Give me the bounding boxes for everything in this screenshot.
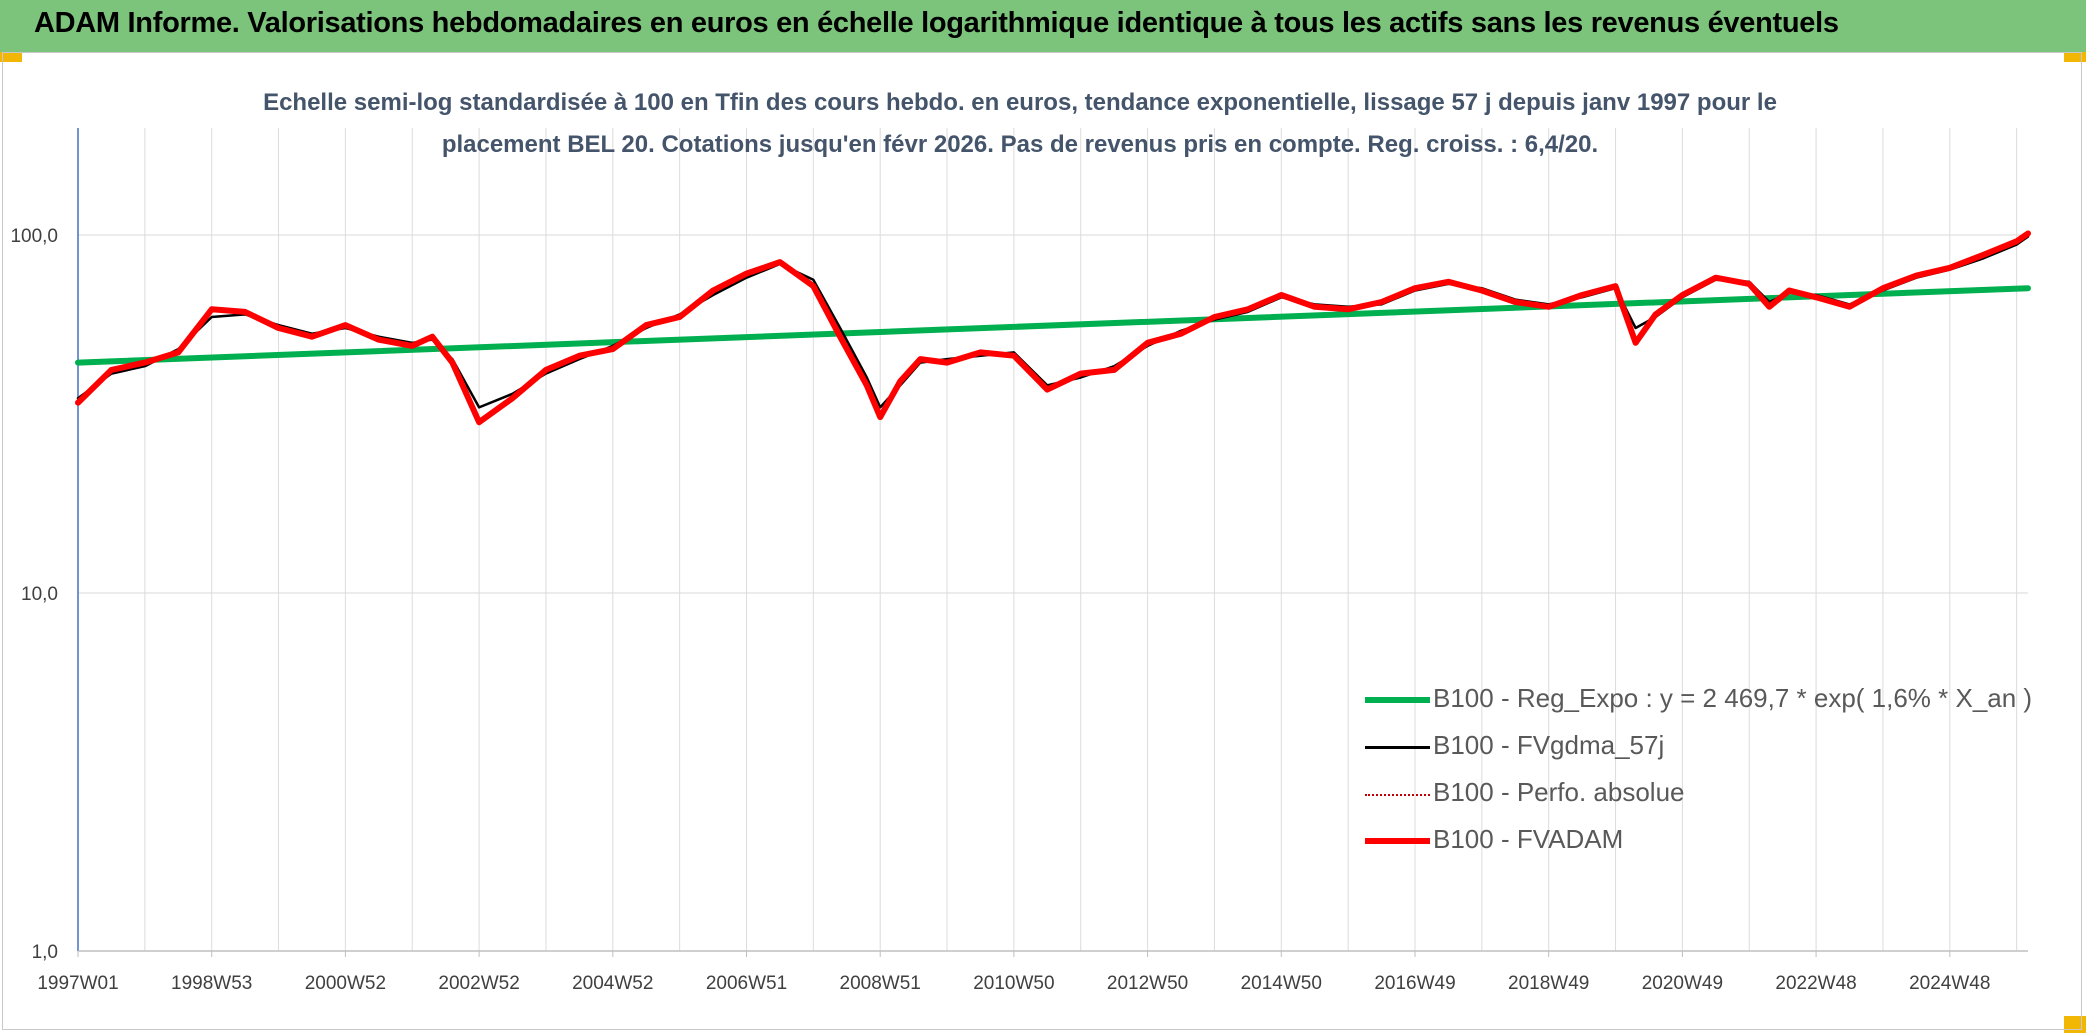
chart-title-line-2: placement BEL 20. Cotations jusqu'en fév… bbox=[441, 131, 1599, 158]
chart-frame bbox=[2, 52, 2082, 1030]
legend-label-gdma: B100 - FVgdma_57j bbox=[1433, 730, 1665, 760]
x-tick-label-1: 1998W53 bbox=[171, 973, 252, 994]
x-tick-label-13: 2022W48 bbox=[1775, 973, 1856, 994]
corner-accent-right bbox=[2064, 52, 2086, 62]
corner-accent-bottom-right bbox=[2064, 1016, 2086, 1033]
x-tick-label-14: 2024W48 bbox=[1909, 973, 1990, 994]
x-tick-label-11: 2018W49 bbox=[1508, 973, 1589, 994]
legend-swatch-fvadam bbox=[1365, 838, 1430, 844]
y-tick-label-1: 10,0 bbox=[21, 584, 58, 605]
header-bar: ADAM Informe. Valorisations hebdomadaire… bbox=[0, 0, 2086, 52]
x-tick-label-5: 2006W51 bbox=[706, 973, 787, 994]
legend-swatch-gdma bbox=[1365, 746, 1430, 749]
legend-swatch-perfo bbox=[1365, 794, 1430, 796]
corner-accent-left bbox=[0, 52, 22, 62]
chart-title-line-1: Echelle semi-log standardisée à 100 en T… bbox=[263, 89, 1777, 116]
legend-label-perfo: B100 - Perfo. absolue bbox=[1433, 777, 1685, 807]
x-tick-label-8: 2012W50 bbox=[1107, 973, 1188, 994]
x-tick-label-6: 2008W51 bbox=[840, 973, 921, 994]
x-tick-label-7: 2010W50 bbox=[973, 973, 1054, 994]
x-tick-label-0: 1997W01 bbox=[37, 973, 118, 994]
legend-label-regression: B100 - Reg_Expo : y = 2 469,7 * exp( 1,6… bbox=[1433, 683, 2033, 713]
x-tick-label-2: 2000W52 bbox=[305, 973, 386, 994]
x-tick-label-4: 2004W52 bbox=[572, 973, 653, 994]
legend-swatch-regression bbox=[1365, 697, 1430, 703]
series-line-regression bbox=[75, 285, 2031, 366]
legend-label-fvadam: B100 - FVADAM bbox=[1433, 824, 1624, 854]
series-line-fvadam bbox=[75, 230, 2031, 426]
x-tick-label-3: 2002W52 bbox=[438, 973, 519, 994]
page-title: ADAM Informe. Valorisations hebdomadaire… bbox=[34, 7, 1839, 39]
series-line-gdma bbox=[76, 235, 2030, 409]
x-tick-label-9: 2014W50 bbox=[1241, 973, 1322, 994]
y-tick-label-0: 1,0 bbox=[32, 942, 58, 963]
y-tick-label-2: 100,0 bbox=[10, 226, 58, 247]
x-tick-label-12: 2020W49 bbox=[1642, 973, 1723, 994]
x-tick-label-10: 2016W49 bbox=[1374, 973, 1455, 994]
